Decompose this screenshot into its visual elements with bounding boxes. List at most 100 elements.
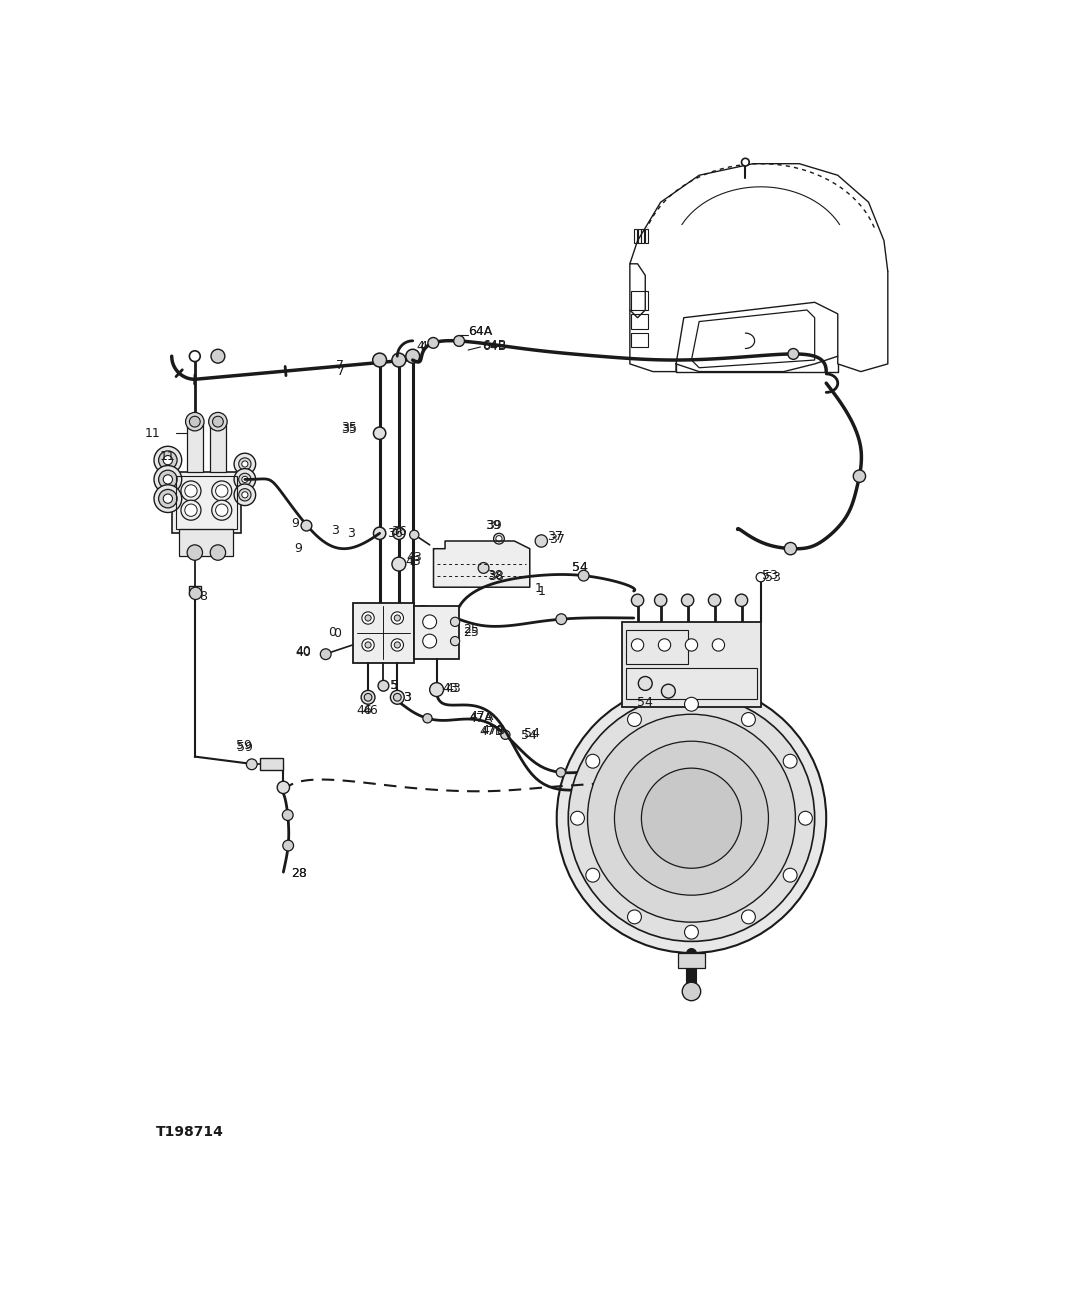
Text: 4: 4 — [417, 341, 425, 354]
Text: 46: 46 — [362, 703, 377, 716]
Circle shape — [631, 638, 644, 651]
Bar — [631, 291, 647, 309]
Text: 5: 5 — [389, 680, 398, 693]
Circle shape — [373, 627, 386, 640]
Circle shape — [163, 455, 172, 465]
Text: 43: 43 — [443, 681, 459, 694]
Bar — [260, 758, 284, 771]
Circle shape — [159, 471, 177, 489]
Text: 64A: 64A — [469, 325, 492, 338]
Circle shape — [628, 910, 642, 924]
Circle shape — [578, 571, 589, 581]
Circle shape — [181, 500, 201, 520]
Text: 53: 53 — [764, 571, 780, 584]
Circle shape — [234, 468, 256, 490]
Bar — [622, 621, 761, 707]
Circle shape — [788, 348, 799, 359]
Bar — [626, 668, 757, 699]
Text: 35: 35 — [341, 421, 357, 434]
Circle shape — [366, 615, 371, 621]
Circle shape — [185, 485, 197, 497]
Text: 9: 9 — [291, 517, 299, 530]
Circle shape — [571, 811, 585, 826]
Text: 38: 38 — [488, 569, 504, 582]
Text: 4: 4 — [419, 341, 427, 354]
Circle shape — [216, 485, 228, 497]
Circle shape — [639, 676, 653, 690]
Circle shape — [422, 714, 432, 723]
Text: 43: 43 — [446, 681, 461, 694]
Circle shape — [454, 335, 464, 346]
Circle shape — [301, 520, 312, 530]
Circle shape — [628, 712, 642, 727]
Text: 36: 36 — [387, 526, 403, 539]
Circle shape — [799, 811, 813, 826]
Circle shape — [234, 484, 256, 506]
Circle shape — [586, 754, 600, 768]
Text: 54: 54 — [520, 728, 536, 741]
Circle shape — [422, 615, 436, 629]
Circle shape — [535, 534, 547, 547]
Circle shape — [391, 638, 403, 651]
Circle shape — [392, 558, 405, 571]
Circle shape — [159, 489, 177, 508]
Circle shape — [154, 465, 182, 493]
Circle shape — [213, 416, 224, 426]
Text: 28: 28 — [291, 867, 307, 880]
Circle shape — [496, 536, 502, 542]
Circle shape — [392, 354, 405, 367]
Text: 54: 54 — [572, 562, 588, 575]
Circle shape — [501, 731, 510, 740]
Circle shape — [586, 868, 600, 883]
Text: 7: 7 — [338, 365, 345, 378]
Circle shape — [713, 638, 725, 651]
Circle shape — [154, 446, 182, 474]
Text: 38: 38 — [487, 569, 503, 582]
Circle shape — [785, 542, 797, 555]
Circle shape — [378, 680, 389, 692]
Polygon shape — [433, 541, 530, 588]
Text: 54: 54 — [572, 562, 588, 575]
Circle shape — [186, 412, 204, 430]
Text: 11: 11 — [144, 426, 160, 439]
Text: 1: 1 — [538, 585, 545, 598]
Circle shape — [685, 638, 698, 651]
Text: 25: 25 — [462, 623, 478, 636]
Circle shape — [391, 612, 403, 624]
Text: 11: 11 — [160, 450, 176, 463]
Text: 3: 3 — [347, 526, 355, 539]
Text: 47B: 47B — [479, 725, 504, 738]
Circle shape — [246, 759, 257, 770]
Circle shape — [211, 350, 225, 363]
Circle shape — [742, 712, 756, 727]
Circle shape — [735, 594, 748, 606]
Text: 25: 25 — [462, 627, 478, 640]
Circle shape — [366, 642, 371, 647]
Circle shape — [756, 572, 765, 582]
Text: 9: 9 — [295, 542, 303, 555]
Bar — [677, 953, 705, 968]
Circle shape — [392, 627, 405, 640]
Circle shape — [163, 474, 172, 484]
Circle shape — [683, 983, 701, 1001]
Circle shape — [631, 594, 644, 606]
Circle shape — [615, 741, 769, 896]
Circle shape — [277, 781, 289, 793]
Circle shape — [239, 473, 252, 486]
Circle shape — [320, 649, 331, 659]
Circle shape — [556, 768, 565, 777]
Bar — [631, 333, 647, 347]
Bar — [631, 313, 647, 329]
Text: T198714: T198714 — [156, 1126, 225, 1139]
Circle shape — [185, 504, 197, 516]
Text: 3: 3 — [403, 690, 411, 703]
Circle shape — [450, 618, 460, 627]
Text: 40: 40 — [295, 645, 311, 658]
Circle shape — [362, 638, 374, 651]
Circle shape — [239, 458, 252, 471]
Circle shape — [854, 471, 865, 482]
Text: 47B: 47B — [482, 724, 505, 737]
Circle shape — [361, 690, 375, 705]
Text: 1: 1 — [535, 582, 543, 595]
Circle shape — [242, 462, 248, 467]
